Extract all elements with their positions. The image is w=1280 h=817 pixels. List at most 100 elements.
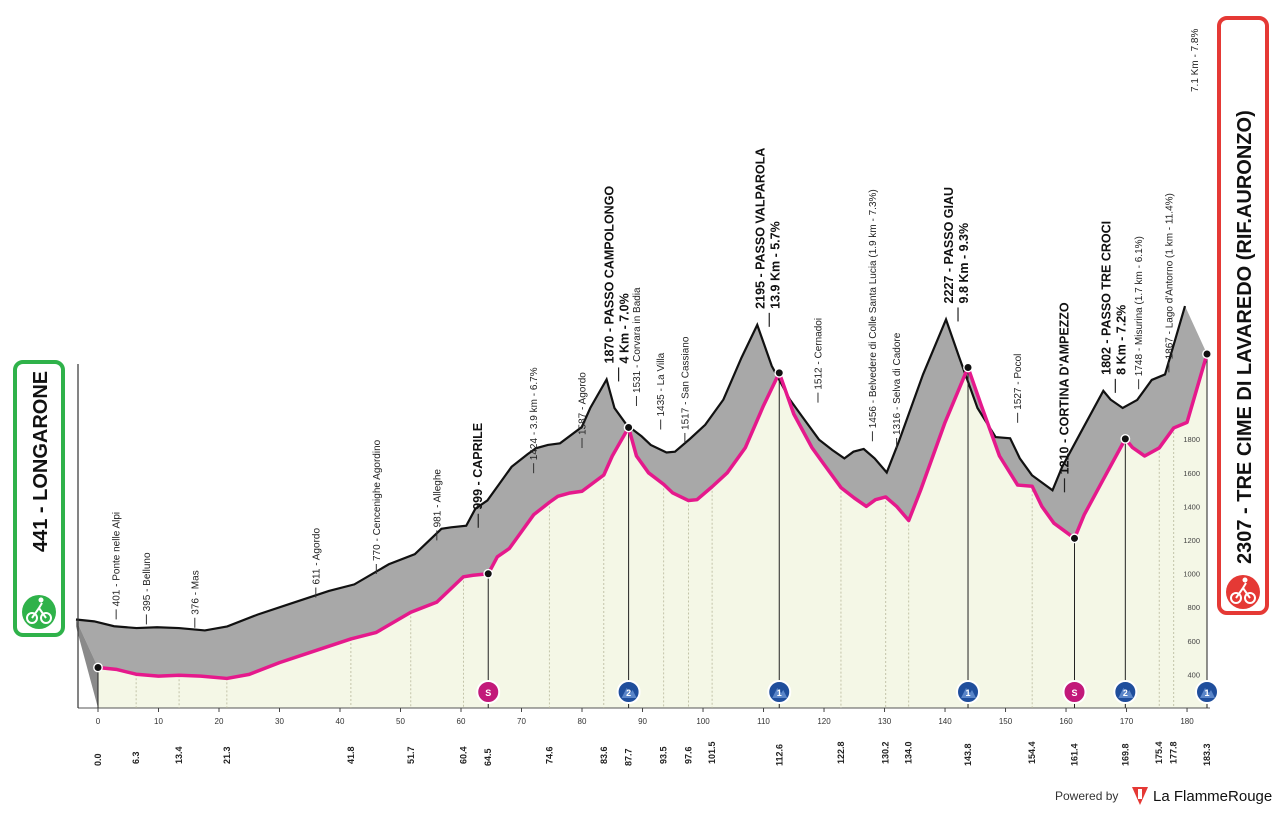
waypoint-label: 1527 - Pocol — [1013, 354, 1024, 410]
waypoint-label: 1748 - Misurina (1.7 km - 6.1%) — [1134, 236, 1145, 376]
route-point — [623, 422, 634, 433]
major-waypoint-label: 2227 - PASSO GIAU — [942, 187, 956, 303]
major-waypoint-label: 1210 - CORTINA D'AMPEZZO — [1058, 302, 1072, 474]
major-waypoint-climb: 9.8 Km - 9.3% — [957, 223, 971, 304]
km-distance-label: 97.6 — [683, 746, 693, 764]
climb-badges: S 2 1 1 S 2 1 — [476, 680, 1219, 704]
waypoint-label: 1424 - 3.9 km - 6.7% — [529, 367, 540, 460]
waypoint-label: 1587 - Agordo — [578, 372, 589, 435]
start-banner: 441 - LONGARONE — [13, 360, 65, 637]
badge-label: S — [485, 688, 491, 698]
ridge-line — [75, 305, 1187, 632]
y-tick-label: 1600 — [1183, 469, 1200, 478]
terrain-side — [76, 619, 98, 708]
route-point — [1069, 533, 1080, 544]
km-distance-label: 183.3 — [1202, 743, 1212, 766]
bottom-km-labels: 0.0 6.3 13.4 21.3 41.8 51.7 60.4 64.5 74.6 83.6 87… — [93, 741, 1212, 766]
km-distance-label: 87.7 — [624, 748, 634, 766]
profile-area — [75, 305, 1210, 709]
waypoint-label: 1867 - Lago d'Antorno (1 km - 11.4%) — [1164, 193, 1175, 359]
km-distance-label: 60.4 — [458, 746, 468, 764]
y-tick-label: 400 — [1187, 670, 1200, 679]
route-point — [1120, 433, 1131, 444]
km-distance-label: 64.5 — [483, 748, 493, 766]
x-tick-label: 160 — [1059, 717, 1073, 726]
km-distance-label: 74.6 — [544, 746, 554, 764]
badge-label: S — [1071, 688, 1077, 698]
x-tick-label: 40 — [336, 717, 345, 726]
badge-label: 1 — [1204, 688, 1209, 698]
km-distance-label: 41.8 — [346, 746, 356, 764]
badge-label: 2 — [626, 688, 631, 698]
kom-mountain-shape — [961, 688, 977, 698]
y-tick-label: 1200 — [1183, 536, 1200, 545]
x-tick-label: 150 — [999, 717, 1013, 726]
y-tick-label: 800 — [1187, 603, 1200, 612]
sprint-badge-icon: S — [476, 680, 501, 704]
cyclist-start-icon — [22, 595, 56, 629]
badge-label: 1 — [777, 688, 782, 698]
y-tick-label: 1000 — [1183, 570, 1200, 579]
major-waypoint-climb: 4 Km - 7.0% — [618, 293, 632, 363]
kom-badge-icon: 1 — [1195, 680, 1219, 704]
km-distance-label: 101.5 — [707, 741, 717, 764]
terrain-plain — [98, 354, 1207, 708]
badge-label: 2 — [1123, 688, 1128, 698]
start-title: 441 - LONGARONE — [30, 371, 52, 552]
km-distance-label: 169.8 — [1120, 743, 1130, 766]
footer-credit: Powered by La FlammeRouge — [1055, 787, 1272, 805]
route-point — [1202, 349, 1212, 359]
y-tick-label: 600 — [1187, 637, 1200, 646]
km-distance-label: 21.3 — [222, 746, 232, 764]
sprint-badge-icon: S — [1062, 680, 1087, 704]
x-tick-label: 80 — [578, 717, 587, 726]
route-line — [93, 349, 1212, 681]
x-tick-label: 20 — [215, 717, 224, 726]
km-distance-label: 161.4 — [1070, 743, 1080, 766]
kom-mountain-shape — [1200, 688, 1215, 698]
finish-climb-info: 7.1 Km - 7.8% — [1190, 29, 1201, 92]
km-distance-label: 130.2 — [881, 741, 891, 764]
km-distance-label: 6.3 — [131, 751, 141, 764]
route-point — [774, 367, 785, 378]
route-point — [483, 568, 494, 579]
finish-banner-frame — [1217, 16, 1269, 615]
powered-by-text: Powered by — [1055, 789, 1118, 803]
waypoint-label: 1517 - San Cassiano — [680, 336, 691, 430]
y-tick-label: 1400 — [1183, 502, 1200, 511]
kom-badge-icon: 1 — [767, 680, 792, 704]
kom-mountain-shape — [772, 688, 788, 698]
terrain-relief — [76, 306, 1207, 679]
grid-lines — [97, 354, 1208, 708]
x-tick-label: 170 — [1120, 717, 1134, 726]
km-distance-label: 154.4 — [1027, 741, 1037, 764]
major-waypoint-label: 1870 - PASSO CAMPOLONGO — [603, 186, 617, 364]
route-point — [93, 662, 103, 673]
finish-title: 2307 - TRE CIME DI LAVAREDO (RIF.AURONZO… — [1234, 110, 1256, 564]
kom-mountain-shape — [1118, 688, 1134, 698]
major-waypoint-climb: 8 Km - 7.2% — [1114, 305, 1128, 375]
kom-mountain-shape — [621, 688, 637, 698]
x-tick-label: 140 — [938, 717, 952, 726]
waypoint-label: 1435 - La Villa — [656, 352, 667, 416]
waypoint-label: 981 - Alleghe — [432, 469, 443, 528]
km-distance-label: 112.6 — [774, 744, 784, 766]
y-tick-label: 1800 — [1183, 435, 1200, 444]
sprint-badge-circle — [1062, 680, 1087, 704]
waypoint-labels: 401 - Ponte nelle Alpi 395 - Belluno 376 -… — [112, 148, 1175, 628]
route-point — [963, 362, 973, 373]
km-distance-label: 143.8 — [963, 743, 973, 766]
kom-badge-icon: 2 — [1113, 680, 1138, 704]
cyclist-finish-icon — [1226, 575, 1260, 609]
x-tick-label: 0 — [96, 717, 101, 726]
x-axis-ticks: 0 10 20 30 40 50 60 70 80 90 100 110 120 130 140 150 160… — [96, 708, 1194, 726]
km-distance-label: 13.4 — [174, 746, 184, 764]
waypoint-label: 1512 - Cernadoi — [813, 318, 824, 390]
badge-label: 1 — [966, 688, 971, 698]
y-axis-ticks: 400 600 800 1000 1200 1400 1600 1800 — [1183, 435, 1200, 679]
major-waypoint-climb: 13.9 Km - 5.7% — [768, 221, 782, 309]
major-waypoint-label: 999 - CAPRILE — [471, 423, 485, 510]
km-distance-label: 83.6 — [599, 746, 609, 764]
